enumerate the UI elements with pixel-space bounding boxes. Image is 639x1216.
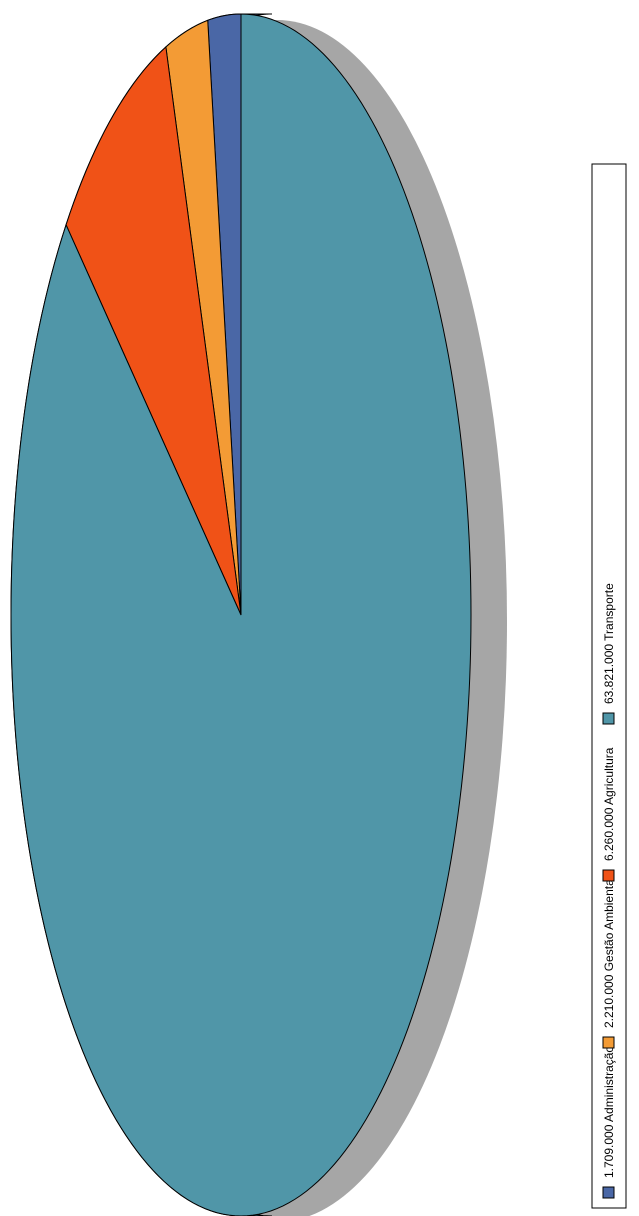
pie-slice-3 [10, 13, 472, 1216]
legend-swatch-0 [602, 1186, 615, 1199]
legend-item-1: 2.210.000 Gestão Ambiental [602, 877, 616, 1049]
legend-item-2: 6.260.000 Agricultura [602, 747, 616, 882]
pie-slices [10, 13, 472, 1216]
legend-box [591, 163, 627, 1209]
legend-item-0: 1.709.000 Administração [602, 1046, 616, 1199]
legend-label-1: 2.210.000 Gestão Ambiental [602, 877, 616, 1028]
legend-items: 1.709.000 Administração 2.210.000 Gestão … [602, 583, 616, 1199]
legend: 1.709.000 Administração 2.210.000 Gestão … [591, 163, 627, 1209]
legend-item-3: 63.821.000 Transporte [602, 583, 616, 725]
legend-swatch-2 [602, 869, 615, 882]
pie-slice-1 [165, 19, 242, 616]
legend-swatch-3 [602, 712, 615, 725]
legend-label-0: 1.709.000 Administração [602, 1046, 616, 1178]
legend-label-3: 63.821.000 Transporte [602, 583, 616, 704]
legend-label-2: 6.260.000 Agricultura [602, 747, 616, 861]
pie-slice-2 [65, 45, 242, 616]
legend-swatch-1 [602, 1036, 615, 1049]
